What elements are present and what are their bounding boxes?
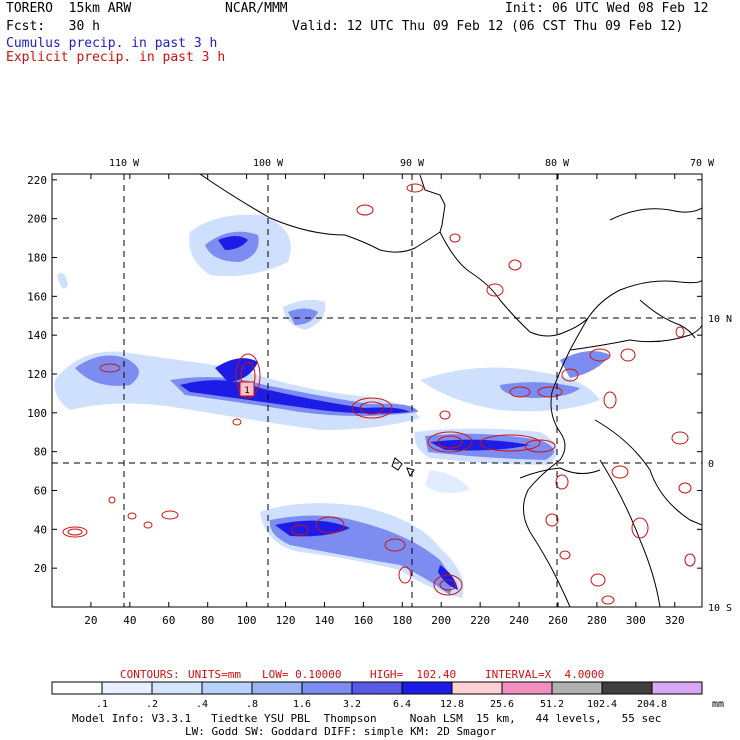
y-tick-label: 80 [34,446,47,459]
medium-precip-areas [75,231,610,595]
x-tick-label: 160 [353,614,373,627]
colorbar-swatch [101,681,153,695]
storm-marker-box [239,381,255,397]
contours-low: LOW= 0.10000 [262,668,342,681]
colorbar-swatch [301,681,353,695]
colorbar-label: 102.4 [587,699,617,710]
footer-physics-info: LW: Godd SW: Goddard DIFF: simple KM: 2D… [185,725,497,738]
longitude-label: 110 W [109,158,140,169]
colorbar-label: 25.6 [490,699,514,710]
colorbar-swatch [201,681,253,695]
x-tick-label: 240 [509,614,529,627]
precip-fields: 1 [52,174,702,607]
latitude-label: 10 N [708,314,732,325]
colorbar-swatch [451,681,503,695]
init-time: Init: 06 UTC Wed 08 Feb 12 [505,1,709,16]
cumulus-legend-label: Cumulus precip. in past 3 h [6,36,218,51]
y-tick-label: 120 [27,368,47,381]
latitude-label: 10 S [708,603,732,614]
footer-model-info: Model Info: V3.3.1 Tiedtke YSU PBL Thomp… [72,712,662,725]
contours-high: HIGH= 102.40 [370,668,457,681]
contours-title: CONTOURS: [120,668,180,681]
y-tick-label: 140 [27,329,47,342]
valid-time: Valid: 12 UTC Thu 09 Feb 12 (06 CST Thu … [292,19,684,34]
longitude-label: 100 W [253,158,284,169]
colorbar-swatch [151,681,203,695]
x-tick-label: 200 [431,614,451,627]
coastlines [199,174,702,607]
x-tick-label: 100 [237,614,257,627]
colorbar-label: 1.6 [293,699,311,710]
x-tick-label: 180 [392,614,412,627]
colorbar-label: 6.4 [393,699,411,710]
graticule [52,174,702,607]
y-tick-label: 40 [34,523,47,536]
heavy-precip-areas [180,236,530,590]
model-title: TORERO 15km ARW [6,1,132,16]
forecast-hour: Fcst: 30 h [6,19,100,34]
colorbar-label: .4 [196,699,208,710]
colorbar-unit: mm [712,699,724,710]
colorbar-swatch [551,681,603,695]
longitude-label: 80 W [545,158,570,169]
colorbar-label: 12.8 [440,699,464,710]
colorbar-label: 3.2 [343,699,361,710]
explicit-legend-label: Explicit precip. in past 3 h [6,50,226,65]
colorbar-swatch [601,681,653,695]
org-label: NCAR/MMM [225,1,288,16]
y-tick-label: 100 [27,407,47,420]
x-tick-label: 220 [470,614,490,627]
y-tick-label: 200 [27,213,47,226]
colorbar-label: .8 [246,699,258,710]
y-tick-label: 20 [34,562,47,575]
x-tick-label: 40 [123,614,136,627]
x-tick-label: 140 [315,614,335,627]
colorbar-label: .1 [96,699,108,710]
x-tick-label: 300 [626,614,646,627]
colorbar-swatch [651,681,703,695]
x-tick-label: 60 [162,614,175,627]
contours-interval: INTERVAL=X 4.0000 [485,668,605,681]
colorbar: .1 .2 .4 .8 1.6 3.2 6.4 12.8 25.6 51.2 102.4 204.8 m… [51,681,724,710]
y-tick-label: 60 [34,484,47,497]
colorbar-label: 51.2 [540,699,564,710]
x-tick-label: 320 [665,614,685,627]
colorbar-swatch [351,681,403,695]
x-tick-label: 280 [587,614,607,627]
latitude-label: 0 [708,459,714,470]
colorbar-swatch [251,681,303,695]
y-tick-label: 220 [27,174,47,187]
explicit-contours [62,183,696,605]
colorbar-swatch [501,681,553,695]
plot-frame [51,173,703,608]
x-tick-label: 20 [84,614,97,627]
storm-marker-label: 1 [244,386,249,396]
y-tick-label: 160 [27,290,47,303]
colorbar-label: 204.8 [637,699,667,710]
longitude-label: 90 W [400,158,425,169]
x-tick-label: 260 [548,614,568,627]
x-tick-label: 120 [276,614,296,627]
y-tick-label: 180 [27,251,47,264]
x-tick-label: 80 [201,614,214,627]
longitude-label: 70 W [690,158,715,169]
colorbar-swatch [401,681,453,695]
colorbar-swatch [51,681,103,695]
contours-units: UNITS=mm [188,668,241,681]
colorbar-label: .2 [146,699,158,710]
